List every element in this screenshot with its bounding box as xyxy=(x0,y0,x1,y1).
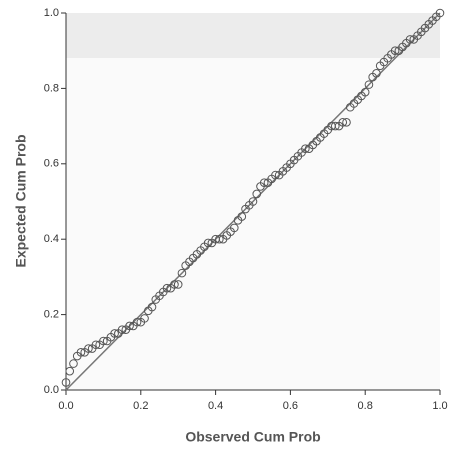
point xyxy=(99,336,108,346)
point xyxy=(342,118,351,127)
point xyxy=(390,46,400,56)
point xyxy=(435,8,445,18)
point xyxy=(372,69,381,78)
point xyxy=(338,118,348,127)
y-tick-label: 0.4 xyxy=(44,233,59,245)
x-tick-label: 0.6 xyxy=(283,400,298,412)
point xyxy=(110,329,119,338)
point xyxy=(170,280,179,289)
y-tick-label: 0.0 xyxy=(44,384,59,396)
point xyxy=(405,35,415,44)
point xyxy=(173,280,183,289)
point xyxy=(203,238,213,248)
point xyxy=(177,268,187,278)
point xyxy=(237,212,247,221)
y-tick-label: 0.8 xyxy=(44,82,59,94)
point xyxy=(248,197,258,206)
point xyxy=(252,189,262,199)
y-tick-label: 1.0 xyxy=(44,7,59,19)
point xyxy=(360,87,370,97)
point xyxy=(215,234,224,244)
x-tick-label: 0.8 xyxy=(358,400,373,412)
x-tick-label: 0.2 xyxy=(133,400,148,412)
point xyxy=(91,340,101,350)
point xyxy=(65,366,75,376)
point xyxy=(301,144,310,154)
point xyxy=(76,348,86,357)
point xyxy=(230,223,239,233)
x-tick-label: 1.0 xyxy=(432,400,447,412)
point xyxy=(117,325,127,334)
point xyxy=(61,378,71,387)
y-axis-title: Expected Cum Prob xyxy=(13,134,29,267)
point xyxy=(162,283,172,293)
x-tick-label: 0.0 xyxy=(58,400,73,412)
point xyxy=(271,170,280,180)
point xyxy=(125,321,134,331)
x-tick-label: 0.4 xyxy=(208,400,223,412)
point xyxy=(140,314,149,323)
y-tick-label: 0.2 xyxy=(44,309,59,321)
point xyxy=(364,80,374,89)
point xyxy=(147,302,157,312)
point xyxy=(259,178,269,187)
point xyxy=(132,317,142,327)
point xyxy=(84,344,93,353)
x-axis-title: Observed Cum Prob xyxy=(185,429,320,445)
point xyxy=(330,121,340,131)
point xyxy=(69,359,78,368)
plot-band xyxy=(66,13,440,58)
y-tick-label: 0.6 xyxy=(44,158,59,170)
